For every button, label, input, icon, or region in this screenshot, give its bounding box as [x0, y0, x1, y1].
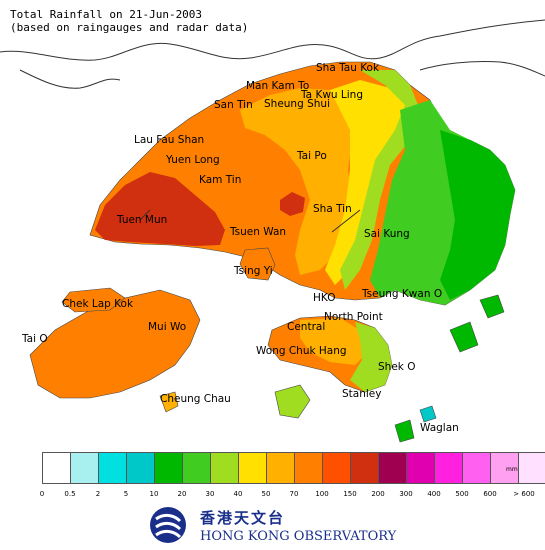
legend-tick-7: 40	[233, 490, 243, 498]
legend-swatch-12	[378, 452, 407, 484]
rainfall-legend	[42, 452, 545, 484]
legend-swatch-1	[70, 452, 99, 484]
label-man-kam-to: Man Kam To	[246, 80, 310, 92]
label-central: Central	[287, 321, 326, 333]
legend-swatch-9	[294, 452, 323, 484]
label-tseung-kwan-o: Tseung Kwan O	[362, 288, 443, 300]
mainland-coastline-3	[419, 60, 545, 77]
legend-swatch-6	[210, 452, 239, 484]
logo-english: HONG KONG OBSERVATORY	[200, 529, 397, 544]
map-svg	[0, 19, 545, 443]
legend-tick-1: 0.5	[64, 490, 76, 498]
label-stanley: Stanley	[342, 388, 382, 400]
legend-swatch-15	[462, 452, 491, 484]
title-line-1: Total Rainfall on 21-Jun-2003	[10, 8, 203, 21]
rain-band-yellow	[240, 88, 352, 275]
legend-tick-8: 50	[261, 490, 271, 498]
label-tuen-mun: Tuen Mun	[117, 214, 168, 226]
rain-band-lightgreen	[340, 70, 420, 290]
label-tsuen-wan: Tsuen Wan	[230, 226, 287, 238]
islet-ne	[479, 294, 505, 319]
legend-swatch-2	[98, 452, 127, 484]
waglan-area	[419, 405, 437, 423]
label-sha-tau-kok: Sha Tau Kok	[316, 62, 380, 74]
legend-tick-0: 0	[39, 490, 45, 498]
road-tuenmun	[139, 209, 151, 221]
map-title: Total Rainfall on 21-Jun-2003 (based on …	[10, 8, 248, 34]
hko-emblem-icon	[150, 507, 186, 543]
lamma-island	[274, 384, 311, 419]
label-wong-chuk-hang: Wong Chuk Hang	[256, 345, 347, 357]
hko-logo: 香港天文台 HONG KONG OBSERVATORY	[148, 505, 408, 545]
rain-band-deepgreen	[440, 130, 515, 300]
legend-tick-13: 300	[399, 490, 413, 498]
mainland-coastline-2	[19, 69, 121, 89]
title-line-2: (based on raingauges and radar data)	[10, 21, 249, 34]
label-ta-kwu-ling: Ta Kwu Ling	[301, 89, 364, 101]
legend-tick-5: 20	[177, 490, 187, 498]
legend-swatch-8	[266, 452, 295, 484]
islet-east	[394, 419, 415, 443]
label-shek-o: Shek O	[378, 361, 416, 373]
legend-ticks: 0 0.5 2 5 10 20 30 40 50 70 100 150 200 300 400 500 600 >…	[30, 490, 535, 502]
label-tsing-yi: Tsing Yi	[234, 265, 273, 277]
legend-swatch-10	[322, 452, 351, 484]
label-yuen-long: Yuen Long	[166, 154, 220, 166]
hki-yellow	[300, 318, 370, 365]
legend-tick-10: 100	[315, 490, 329, 498]
legend-swatch-16	[490, 452, 519, 484]
label-mui-wo: Mui Wo	[148, 321, 187, 333]
legend-tick-3: 5	[123, 490, 129, 498]
legend-swatch-5	[182, 452, 211, 484]
legend-tick-4: 10	[149, 490, 159, 498]
legend-tick-2: 2	[95, 490, 101, 498]
label-tai-o: Tai O	[22, 333, 48, 345]
rain-band-light-yellow	[325, 80, 410, 285]
cheung-chau-island	[159, 391, 179, 413]
label-sai-kung: Sai Kung	[364, 228, 410, 240]
tsing-yi	[239, 247, 276, 281]
label-lau-fau-shan: Lau Fau Shan	[134, 134, 205, 146]
legend-swatch-0	[42, 452, 71, 484]
legend-swatch-3	[126, 452, 155, 484]
rain-core-small	[280, 192, 305, 216]
legend-tick-14: 400	[427, 490, 441, 498]
label-waglan: Waglan	[420, 422, 459, 434]
legend-tick-15: 500	[455, 490, 469, 498]
legend-swatch-17	[518, 452, 545, 484]
legend-tick-9: 70	[289, 490, 299, 498]
label-sheung-shui: Sheung Shui	[264, 98, 330, 110]
label-san-tin: San Tin	[214, 99, 253, 111]
islet-southeast	[449, 321, 479, 353]
legend-tick-16: 600	[483, 490, 497, 498]
legend-swatch-11	[350, 452, 379, 484]
label-north-point: North Point	[324, 311, 383, 323]
legend-unit: mm	[506, 466, 518, 473]
legend-tick-17: > 600	[513, 490, 535, 498]
label-tai-po: Tai Po	[297, 150, 327, 162]
label-chek-lap-kok: Chek Lap Kok	[62, 298, 134, 310]
legend-swatch-4	[154, 452, 183, 484]
road-shatin	[331, 209, 361, 233]
label-hko: HKO	[313, 292, 336, 304]
label-kam-tin: Kam Tin	[199, 174, 242, 186]
legend-swatch-13	[406, 452, 435, 484]
rainfall-map: Total Rainfall on 21-Jun-2003 (based on …	[0, 8, 545, 443]
label-cheung-chau: Cheung Chau	[160, 393, 231, 405]
legend-tick-11: 150	[343, 490, 357, 498]
mainland-coastline	[0, 19, 545, 61]
legend-tick-12: 200	[371, 490, 385, 498]
label-sha-tin: Sha Tin	[313, 203, 352, 215]
hki-green	[350, 322, 392, 392]
rain-core-west	[95, 172, 225, 246]
chek-lap-kok-island	[61, 287, 126, 313]
legend-tick-6: 30	[205, 490, 215, 498]
logo-chinese: 香港天文台	[200, 509, 286, 527]
legend-swatch-14	[434, 452, 463, 484]
legend-swatch-7	[238, 452, 267, 484]
